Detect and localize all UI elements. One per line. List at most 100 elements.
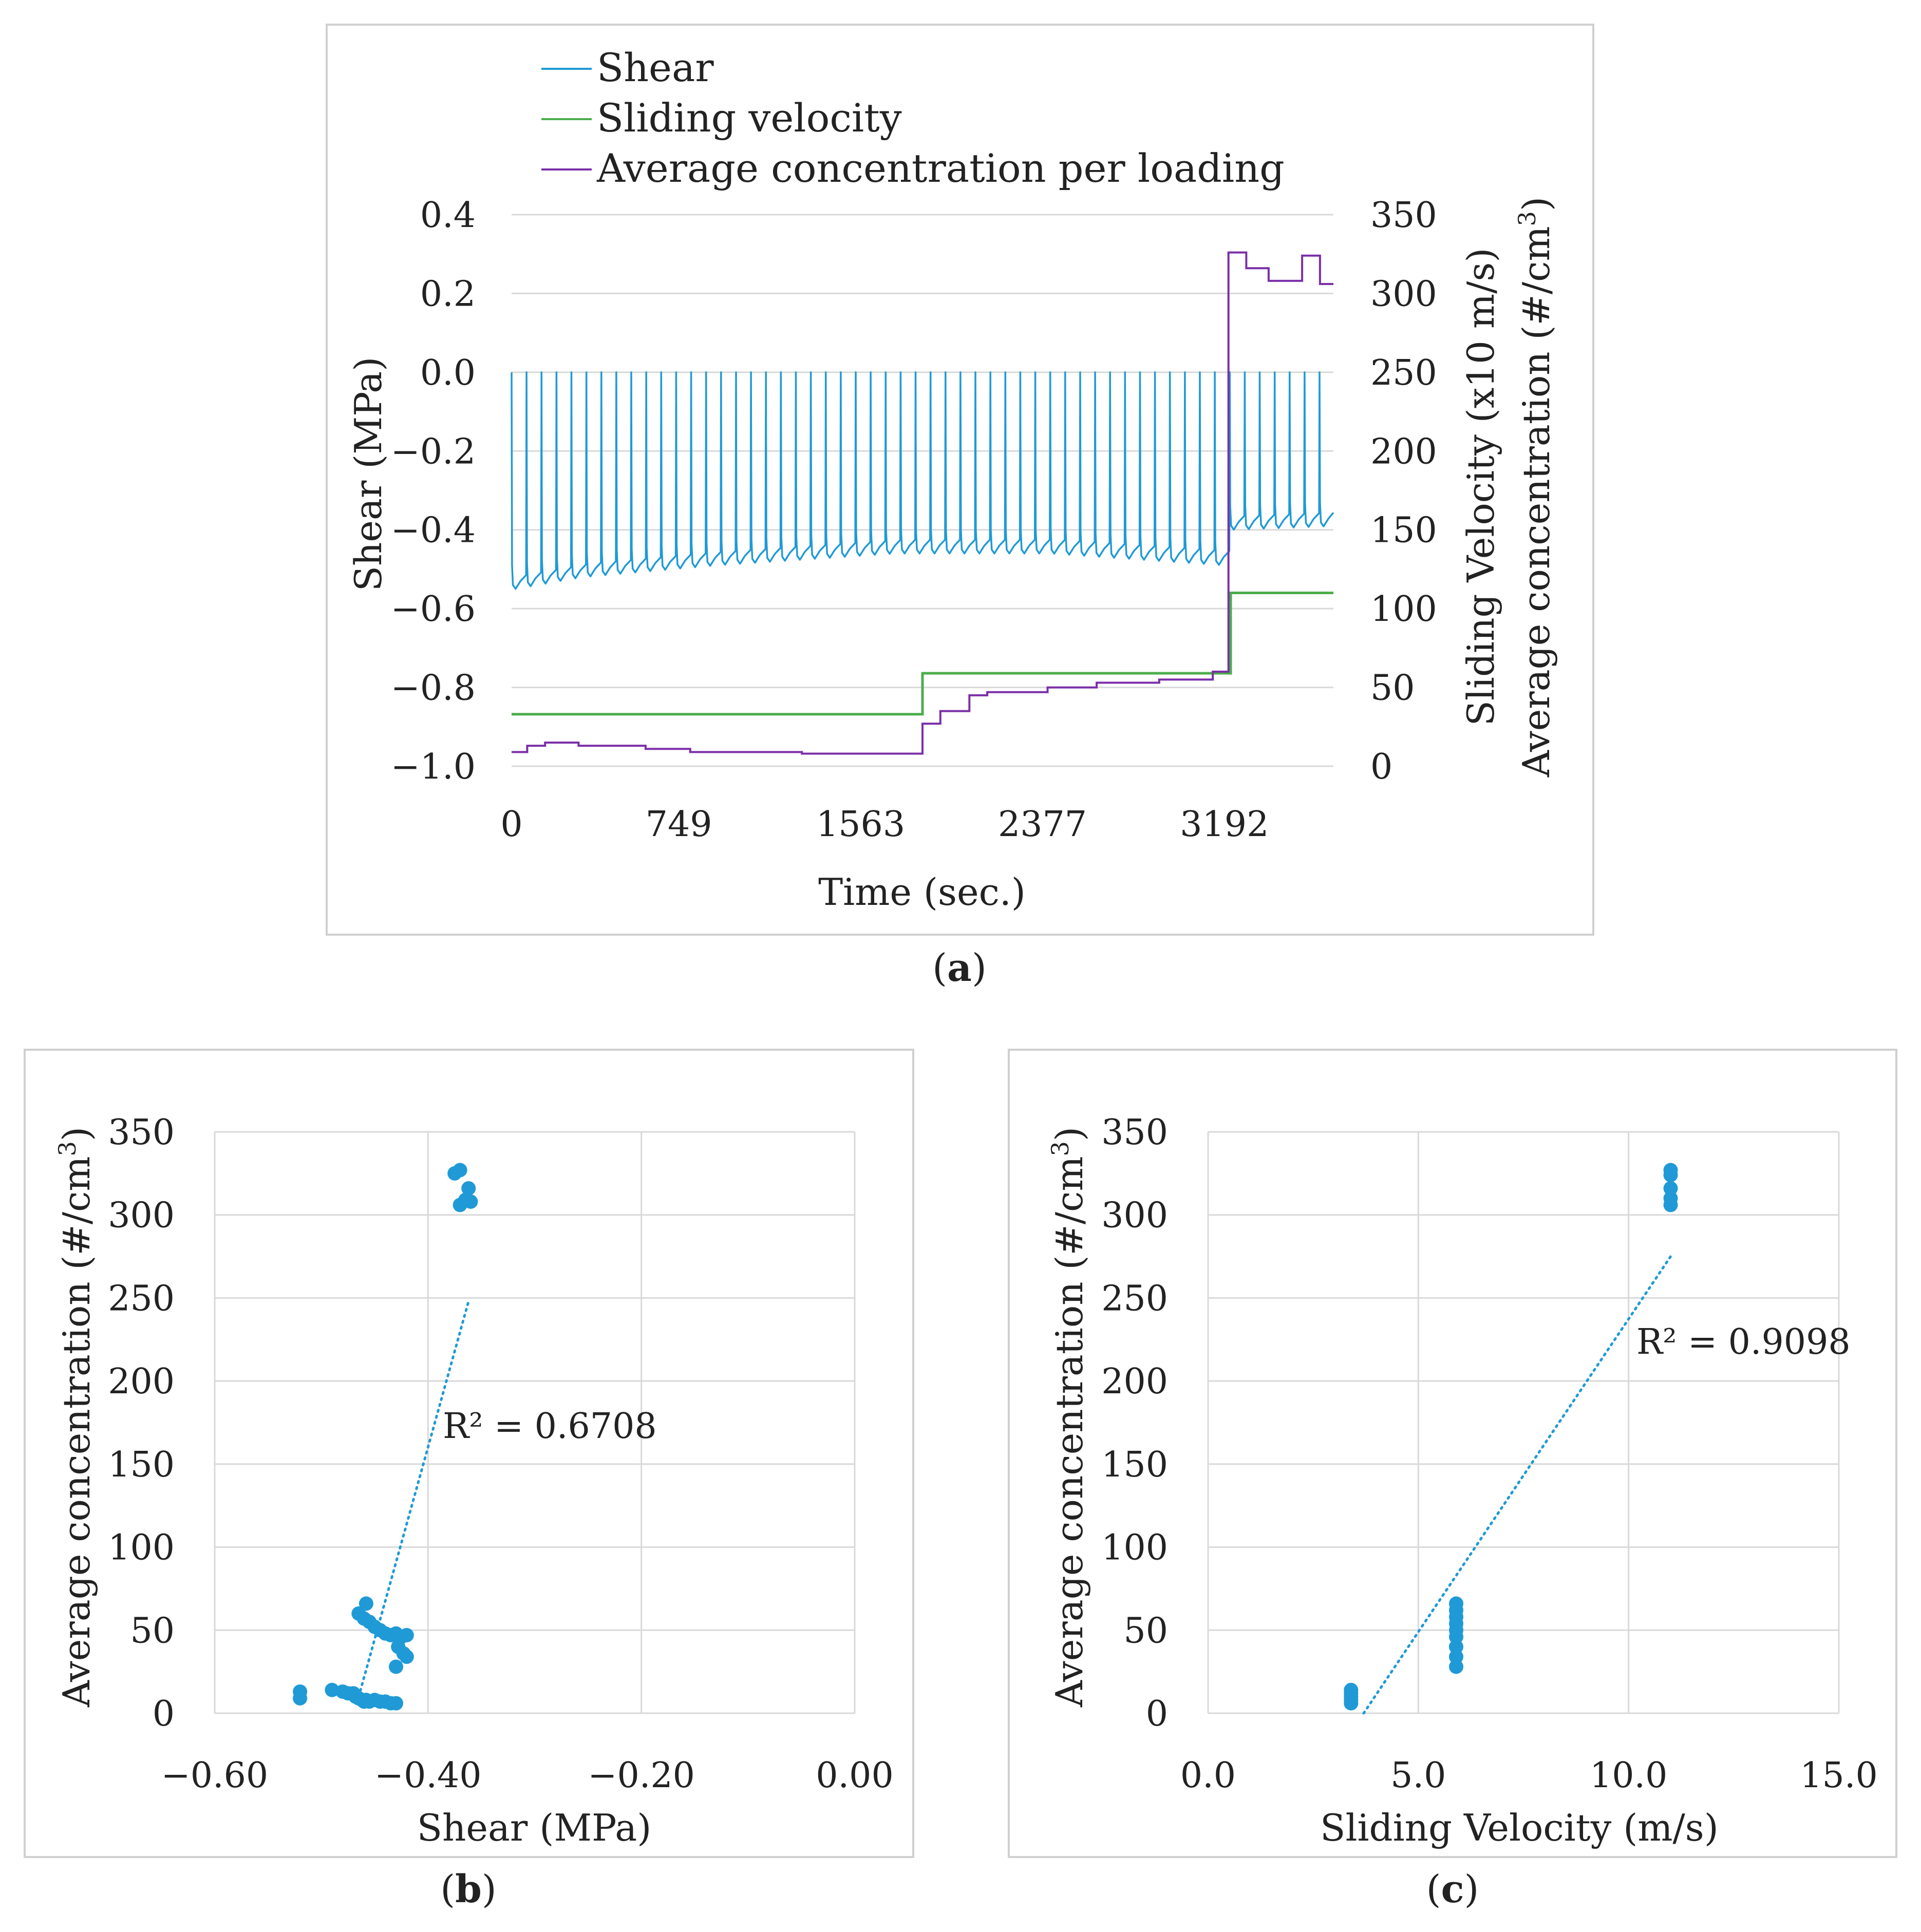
panel-c-y-tick-label: 300 <box>1101 1196 1168 1236</box>
panel-c-data-point <box>1344 1682 1359 1697</box>
panel-b-y-axis-title-end: ) <box>55 1127 98 1141</box>
panel-c-data-point <box>1449 1659 1464 1674</box>
panel-a-left-tick-label: −0.2 <box>391 431 476 472</box>
panel-a-right-tick-label: 150 <box>1370 510 1437 551</box>
panel-b-gridlines <box>214 1131 856 1714</box>
panel-b-data-point <box>293 1684 308 1699</box>
panel-b-data-point <box>389 1659 404 1674</box>
panel-b-x-tick-label: −0.60 <box>161 1755 268 1796</box>
panel-b-label: (b) <box>440 1867 497 1911</box>
panel-b-data-point <box>359 1596 373 1611</box>
panel-b-points <box>293 1163 478 1711</box>
panel-c-data-point <box>1449 1639 1464 1654</box>
panel-a-right-tick-label: 250 <box>1370 353 1437 393</box>
panel-a-x-tick-label: 1563 <box>816 804 905 845</box>
series-shear-line <box>511 371 1334 590</box>
panel-a-left-tick-label: −0.4 <box>391 510 476 551</box>
panel-a-left-axis-title: Shear (MPa) <box>347 357 390 592</box>
panel-b-data-point <box>463 1194 478 1209</box>
panel-a-label-close: ) <box>972 946 987 990</box>
panel-c-frame <box>1008 1049 1897 1858</box>
panel-a-x-tick-labels: 0 749 1563 2377 3192 <box>500 804 1269 845</box>
panel-b-r-squared: R² = 0.6708 <box>443 1406 657 1447</box>
panel-a-concentration-axis-title-sup: 3 <box>1513 211 1541 226</box>
series-average-concentration-line <box>512 251 1333 755</box>
panel-c-points <box>1344 1163 1678 1711</box>
panel-b-x-tick-label: −0.40 <box>374 1755 481 1796</box>
panel-c-y-axis-title: Average concentration (#/cm3) <box>1046 1127 1091 1708</box>
panel-b-y-tick-labels: 350 300 250 200 150 100 50 0 <box>108 1112 175 1734</box>
panel-b-label-letter: b <box>455 1867 482 1911</box>
panel-a-x-axis-title: Time (sec.) <box>818 870 1026 914</box>
panel-b-data-point <box>399 1650 414 1664</box>
panel-b-label-close: ) <box>482 1867 497 1911</box>
panel-b-y-tick-label: 100 <box>108 1528 175 1568</box>
panel-a-left-tick-label: −1.0 <box>391 747 476 787</box>
panel-c-y-axis-title-sup: 3 <box>1046 1141 1074 1156</box>
panel-a-left-tick-label: −0.6 <box>391 589 476 630</box>
panel-c-x-tick-label: 15.0 <box>1800 1755 1877 1796</box>
panel-a-left-tick-label: 0.0 <box>420 353 476 393</box>
panel-a-label: (a) <box>932 946 987 990</box>
panel-a-concentration-axis-title-text: Average concentration (#/cm <box>1515 226 1558 778</box>
panel-b-y-tick-label: 250 <box>108 1278 175 1319</box>
panel-c-x-tick-label: 5.0 <box>1390 1755 1446 1796</box>
panel-b-y-tick-label: 0 <box>153 1694 175 1734</box>
panel-c-y-tick-labels: 350 300 250 200 150 100 50 0 <box>1101 1112 1168 1734</box>
panel-c-label: (c) <box>1426 1867 1479 1911</box>
panel-a-label-letter: a <box>947 946 972 990</box>
panel-b-y-axis-title-text: Average concentration (#/cm <box>55 1156 98 1708</box>
panel-c-x-tick-label: 10.0 <box>1590 1755 1667 1796</box>
panel-b-x-tick-labels: −0.60 −0.40 −0.20 0.00 <box>161 1755 894 1796</box>
series-sliding-velocity-line <box>512 592 1333 716</box>
panel-a-gridlines <box>512 214 1333 767</box>
panel-c-gridlines <box>1207 1131 1840 1714</box>
panel-b: 350 300 250 200 150 100 50 0 −0.60 −0.40 −0.20 0.0… <box>24 1049 914 1911</box>
panel-c-y-tick-label: 250 <box>1101 1278 1168 1319</box>
panel-c-x-tick-labels: 0.0 5.0 10.0 15.0 <box>1180 1755 1878 1796</box>
panel-b-data-point <box>461 1181 476 1196</box>
panel-a-concentration-axis-title-end: ) <box>1515 197 1558 211</box>
panel-b-y-axis-title: Average concentration (#/cm3) <box>53 1127 98 1708</box>
panel-c-trendline-segment <box>1362 1255 1672 1715</box>
panel-b-data-point <box>453 1163 467 1178</box>
panel-a-series <box>511 251 1334 755</box>
panel-c-y-axis-title-text: Average concentration (#/cm <box>1048 1156 1091 1708</box>
panel-a-legend: Shear Sliding velocity Average concentra… <box>541 45 1285 191</box>
panel-a-x-tick-label: 749 <box>646 804 712 845</box>
panel-b-x-axis-title: Shear (MPa) <box>417 1806 652 1849</box>
panel-a-concentration-axis-title: Average concentration (#/cm3) <box>1513 197 1558 778</box>
legend-label-concentration: Average concentration per loading <box>596 145 1285 191</box>
panel-c-trendline <box>1362 1255 1672 1715</box>
panel-c-label-letter: c <box>1441 1867 1464 1911</box>
panel-c-r-squared: R² = 0.9098 <box>1636 1322 1851 1362</box>
panel-a-x-tick-label: 0 <box>500 804 522 845</box>
panel-a-left-tick-label: 0.2 <box>420 274 476 314</box>
panel-a-right-tick-labels: 350 300 250 200 150 100 50 0 <box>1370 195 1437 787</box>
panel-c-y-tick-label: 200 <box>1101 1361 1168 1402</box>
panel-a-left-tick-labels: 0.4 0.2 0.0 −0.2 −0.4 −0.6 −0.8 −1.0 <box>391 195 476 787</box>
panel-a-right-tick-label: 350 <box>1370 195 1437 236</box>
panel-b-y-tick-label: 50 <box>130 1611 175 1651</box>
panel-c-label-open: ( <box>1426 1867 1441 1911</box>
panel-c-y-axis-title-end: ) <box>1048 1127 1091 1141</box>
panel-a: Shear Sliding velocity Average concentra… <box>326 24 1594 990</box>
panel-b-x-tick-label: 0.00 <box>816 1755 893 1796</box>
panel-a-right-tick-label: 100 <box>1370 589 1437 630</box>
legend-label-velocity: Sliding velocity <box>597 95 902 141</box>
panel-c-data-point <box>1663 1181 1678 1196</box>
panel-b-label-open: ( <box>440 1867 455 1911</box>
panel-b-y-tick-label: 200 <box>108 1361 175 1402</box>
panel-b-y-axis-title-sup: 3 <box>53 1141 81 1156</box>
panel-c-label-close: ) <box>1464 1867 1479 1911</box>
panel-c-data-point <box>1663 1191 1678 1206</box>
panel-c-y-tick-label: 150 <box>1101 1445 1168 1485</box>
panel-c: 350 300 250 200 150 100 50 0 0.0 5.0 10.0 15.0 R² … <box>1008 1049 1897 1911</box>
panel-c-y-tick-label: 0 <box>1146 1694 1168 1734</box>
panel-a-left-tick-label: 0.4 <box>420 195 476 236</box>
panel-a-right-tick-label: 0 <box>1370 747 1392 787</box>
panel-a-right-tick-label: 50 <box>1370 668 1415 709</box>
panel-b-x-tick-label: −0.20 <box>588 1755 694 1796</box>
panel-b-y-tick-label: 150 <box>108 1445 175 1485</box>
